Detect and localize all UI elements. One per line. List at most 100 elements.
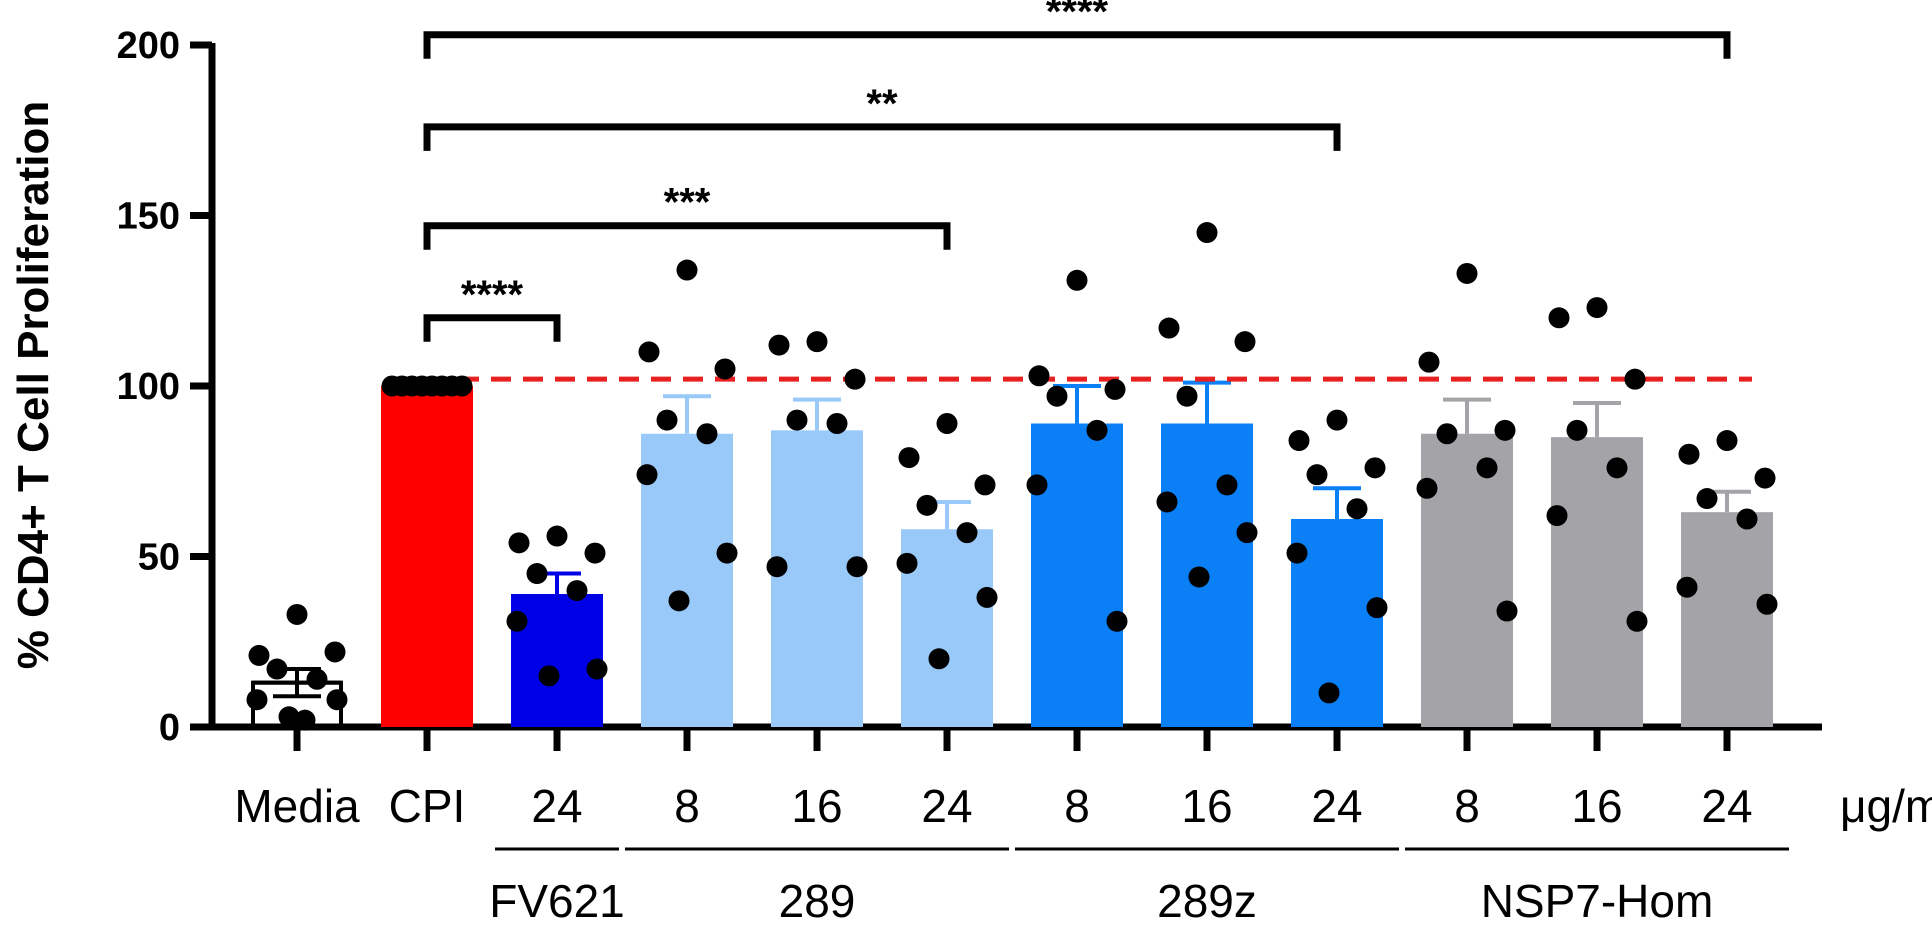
point-4-1 (768, 334, 790, 356)
point-4-6 (846, 556, 868, 578)
category-label-11: 24 (1701, 780, 1752, 832)
point-5-0 (936, 413, 958, 435)
point-7-0 (1196, 222, 1218, 244)
bar-10 (1551, 437, 1643, 727)
point-11-5 (1676, 576, 1698, 598)
y-tick-label-100: 100 (117, 366, 180, 408)
point-7-3 (1176, 385, 1198, 407)
point-10-4 (1606, 457, 1628, 479)
point-2-1 (508, 532, 530, 554)
point-8-2 (1364, 457, 1386, 479)
point-6-4 (1086, 419, 1108, 441)
point-5-1 (898, 447, 920, 469)
group-label-0: FV621 (489, 875, 625, 927)
category-label-3: 8 (674, 780, 700, 832)
category-label-5: 24 (921, 780, 972, 832)
point-9-3 (1436, 423, 1458, 445)
point-6-3 (1046, 385, 1068, 407)
point-0-3 (266, 658, 288, 680)
point-11-6 (1756, 593, 1778, 615)
point-4-0 (806, 331, 828, 353)
point-3-3 (656, 409, 678, 431)
point-5-4 (956, 522, 978, 544)
point-10-6 (1626, 610, 1648, 632)
point-7-6 (1236, 522, 1258, 544)
point-9-5 (1416, 477, 1438, 499)
point-2-3 (526, 563, 548, 585)
point-7-2 (1234, 331, 1256, 353)
point-0-6 (326, 689, 348, 711)
point-8-7 (1318, 682, 1340, 704)
bar-9 (1421, 433, 1513, 727)
point-5-7 (928, 648, 950, 670)
point-11-4 (1736, 508, 1758, 530)
point-3-0 (676, 259, 698, 281)
point-3-6 (716, 542, 738, 564)
point-0-8 (294, 709, 316, 731)
category-label-9: 8 (1454, 780, 1480, 832)
point-2-5 (506, 610, 528, 632)
sig-bracket-1 (423, 222, 951, 250)
point-0-0 (286, 603, 308, 625)
point-4-4 (826, 413, 848, 435)
point-7-1 (1158, 317, 1180, 339)
point-0-5 (246, 689, 268, 711)
y-tick-label-150: 150 (117, 196, 180, 238)
bar-6 (1031, 423, 1123, 727)
sig-label-2: ** (866, 82, 898, 126)
point-8-1 (1288, 430, 1310, 452)
point-3-4 (696, 423, 718, 445)
category-labels: Media CPI 24 8 16 24 8 16 24 8 16 24 μg/ml FV621 289 28… (234, 780, 1932, 927)
unit-label: μg/ml (1840, 780, 1932, 832)
point-3-5 (636, 464, 658, 486)
y-tick-label-200: 200 (117, 25, 180, 67)
point-6-1 (1028, 365, 1050, 387)
category-label-8: 24 (1311, 780, 1362, 832)
point-3-1 (638, 341, 660, 363)
group-label-3: NSP7-Hom (1481, 875, 1714, 927)
sig-bracket-2 (423, 123, 1341, 151)
point-6-5 (1026, 474, 1048, 496)
point-6-6 (1106, 610, 1128, 632)
point-0-2 (324, 641, 346, 663)
point-6-2 (1104, 378, 1126, 400)
point-1-7 (451, 375, 473, 397)
point-9-2 (1494, 419, 1516, 441)
sig-bracket-3 (423, 31, 1731, 59)
point-4-2 (844, 368, 866, 390)
point-7-4 (1216, 474, 1238, 496)
sig-label-1: *** (664, 181, 711, 225)
point-5-2 (974, 474, 996, 496)
category-label-7: 16 (1181, 780, 1232, 832)
group-label-2: 289z (1157, 875, 1257, 927)
point-2-2 (584, 542, 606, 564)
y-tick-label-0: 0 (159, 707, 180, 749)
bar-2 (511, 594, 603, 727)
y-tick-label-50: 50 (138, 537, 180, 579)
category-label-4: 16 (791, 780, 842, 832)
point-5-3 (916, 494, 938, 516)
point-5-6 (976, 586, 998, 608)
point-6-0 (1066, 269, 1088, 291)
point-7-5 (1156, 491, 1178, 513)
point-5-5 (896, 552, 918, 574)
sig-label-3: **** (1046, 0, 1109, 34)
point-3-2 (714, 358, 736, 380)
category-label-6: 8 (1064, 780, 1090, 832)
significance-brackets: ************* (423, 0, 1731, 342)
point-2-0 (546, 525, 568, 547)
bar-4 (771, 430, 863, 727)
point-11-1 (1678, 443, 1700, 465)
point-0-7 (278, 706, 300, 728)
point-10-2 (1624, 368, 1646, 390)
point-9-1 (1418, 351, 1440, 373)
point-7-7 (1188, 566, 1210, 588)
category-label-2: 24 (531, 780, 582, 832)
data-points (246, 222, 1778, 731)
point-10-1 (1548, 307, 1570, 329)
point-8-5 (1286, 542, 1308, 564)
point-9-4 (1476, 457, 1498, 479)
point-11-0 (1716, 430, 1738, 452)
point-9-6 (1496, 600, 1518, 622)
